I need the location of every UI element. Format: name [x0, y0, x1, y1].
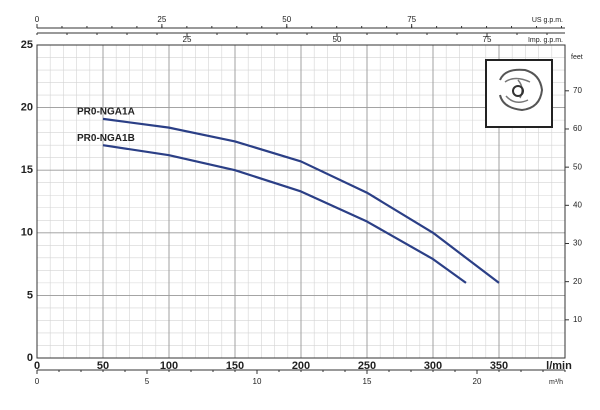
extra-axis-tick-label: 50: [282, 15, 291, 24]
y2-tick-label: 30: [573, 239, 582, 248]
x-axis-label: l/min: [546, 360, 572, 372]
extra-axis-tick-label: 25: [183, 35, 192, 44]
y-tick-label: 5: [27, 289, 33, 301]
y-tick-label: 15: [21, 164, 33, 176]
icon-hub: [512, 85, 524, 97]
extra-axis-tick-label: 15: [363, 377, 372, 386]
extra-axis-label: Imp. g.p.m.: [528, 37, 563, 44]
x-tick-label: 50: [97, 360, 109, 372]
x-tick-label: 300: [424, 360, 442, 372]
curve: [102, 117, 500, 284]
impeller-icon: [485, 59, 553, 128]
y2-tick-label: 10: [573, 315, 582, 324]
x-tick-label: 150: [226, 360, 244, 372]
extra-axis-tick-label: 25: [157, 15, 166, 24]
curve: [102, 144, 467, 284]
y2-tick-label: 40: [573, 200, 582, 209]
y2-axis-label: feet: [571, 54, 583, 61]
y2-tick-label: 70: [573, 86, 582, 95]
x-tick-label: 0: [34, 360, 40, 372]
extra-axis-tick-label: 75: [407, 15, 416, 24]
extra-axis-label: m³/h: [549, 379, 563, 386]
x-tick-label: 100: [160, 360, 178, 372]
y2-tick-label: 60: [573, 124, 582, 133]
extra-axis-tick-label: 5: [145, 377, 150, 386]
series-label: PR0-NGA1A: [77, 107, 135, 118]
y-tick-label: 0: [27, 352, 33, 364]
y2-tick-label: 50: [573, 162, 582, 171]
extra-axis-tick-label: 20: [473, 377, 482, 386]
series-label: PR0-NGA1B: [77, 133, 135, 144]
x-tick-label: 350: [490, 360, 508, 372]
y2-tick-label: 20: [573, 277, 582, 286]
extra-axis-tick-label: 50: [333, 35, 342, 44]
x-tick-label: 200: [292, 360, 310, 372]
plot-frame: [36, 44, 566, 359]
extra-axis-tick-label: 0: [35, 377, 40, 386]
y-tick-label: 25: [21, 39, 33, 51]
extra-axis-tick-label: 0: [35, 15, 40, 24]
x-tick-label: 250: [358, 360, 376, 372]
extra-axis-label: US g.p.m.: [532, 17, 563, 24]
extra-axis-tick-label: 10: [253, 377, 262, 386]
icon-volute: [499, 68, 544, 112]
y-tick-label: 10: [21, 227, 33, 239]
extra-axis-tick-label: 75: [483, 35, 492, 44]
y-tick-label: 20: [21, 102, 33, 114]
